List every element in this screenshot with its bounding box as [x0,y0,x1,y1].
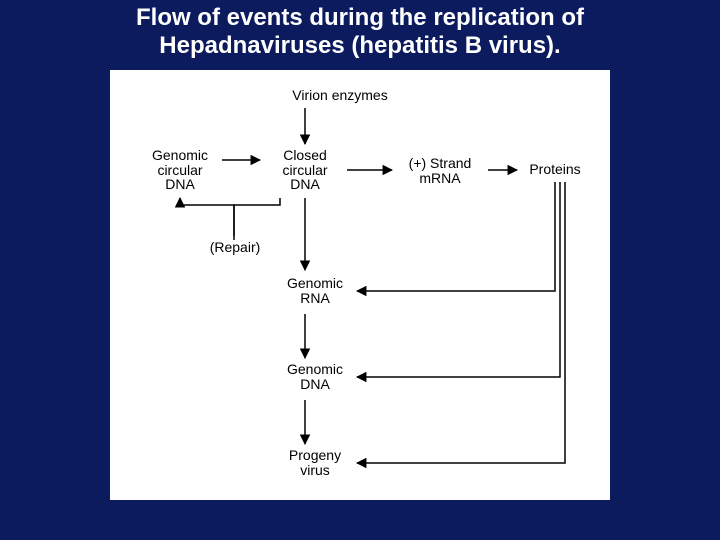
node-gcdna: GenomiccircularDNA [140,148,220,196]
node-ccdna: ClosedcircularDNA [265,148,345,196]
edge-proteins_b-grna_r [357,182,555,291]
flow-svg [110,70,610,500]
title-line-2: Hepadnaviruses (hepatitis B virus). [159,32,560,59]
slide: Flow of events during the replication of… [0,0,720,540]
edge-proteins_b-gdna_r [357,182,560,377]
node-gdna: GenomicDNA [275,362,355,396]
node-proteins: Proteins [520,162,590,180]
edge-ccdna_bl-repair_r [234,198,280,236]
node-progeny: Progenyvirus [275,448,355,482]
node-mrna: (+) StrandmRNA [395,156,485,190]
title-line-1: Flow of events during the replication of [136,4,584,31]
slide-title: Flow of events during the replication of… [0,4,720,59]
diagram-card: Virion enzymes GenomiccircularDNA Closedci… [110,70,610,500]
node-virion: Virion enzymes [280,88,400,106]
edge-repair_l-gcdna_b [180,198,234,240]
edge-proteins_b-progeny_r [357,182,565,463]
node-grna: GenomicRNA [275,276,355,310]
node-repair: (Repair) [205,240,265,256]
